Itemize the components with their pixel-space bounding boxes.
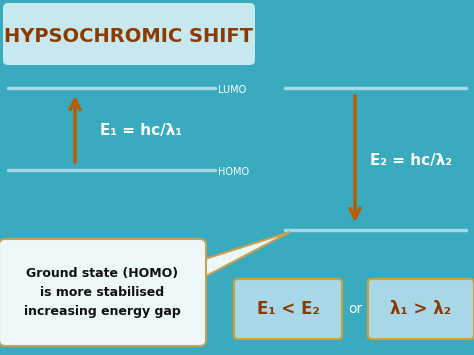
Text: HOMO: HOMO (218, 167, 249, 177)
Text: λ₁ > λ₂: λ₁ > λ₂ (391, 300, 452, 318)
FancyBboxPatch shape (368, 279, 474, 339)
Text: E₁ = hc/λ₁: E₁ = hc/λ₁ (100, 122, 182, 137)
FancyBboxPatch shape (0, 239, 206, 346)
Text: LUMO: LUMO (218, 85, 246, 95)
Text: Ground state (HOMO)
is more stabilised
increasing energy gap: Ground state (HOMO) is more stabilised i… (24, 267, 181, 318)
Text: E₂ = hc/λ₂: E₂ = hc/λ₂ (370, 153, 452, 168)
Polygon shape (170, 232, 290, 295)
Text: or: or (348, 302, 362, 316)
Text: E₁ < E₂: E₁ < E₂ (256, 300, 319, 318)
FancyBboxPatch shape (3, 3, 255, 65)
Text: HYPSOCHROMIC SHIFT: HYPSOCHROMIC SHIFT (4, 27, 254, 45)
FancyBboxPatch shape (234, 279, 342, 339)
